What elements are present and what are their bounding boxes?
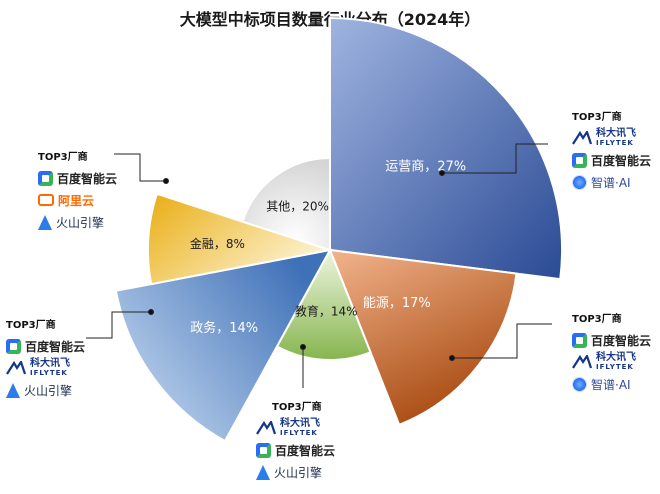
vendor-name: 科大讯飞	[596, 352, 636, 363]
leader-line	[86, 311, 151, 339]
slice-label: 运营商，27%	[385, 160, 466, 175]
vendor-baidu: 百度智能云	[572, 149, 651, 171]
vendor-sub: IFLYTEK	[596, 363, 634, 371]
pie-slice-能源	[328, 248, 518, 427]
baidu-cloud-logo-icon	[572, 332, 587, 348]
leader-dot	[439, 170, 445, 176]
vendors-title: TOP3厂商	[272, 402, 322, 413]
slice-label: 金融，8%	[190, 236, 245, 251]
leader-line	[442, 143, 548, 174]
vendor-zhipu: 智谱·AI	[572, 171, 651, 193]
zhipu-logo-icon	[572, 376, 587, 392]
vendor-name: 百度智能云	[57, 171, 118, 186]
slice-label: 能源，17%	[363, 296, 431, 311]
iflytek-logo-icon	[572, 129, 593, 146]
pie-slice-教育	[275, 247, 372, 362]
vendors-energy: TOP3厂商 百度智能云 科大讯飞 IFLYTEK 智谱·AI	[572, 310, 651, 395]
pie-slice-政务	[114, 248, 332, 443]
volcengine-logo-icon	[256, 464, 270, 480]
vendor-volcengine: 火山引擎	[256, 461, 335, 483]
slice-label: 政务，14%	[190, 320, 258, 336]
vendor-name: 百度智能云	[25, 339, 86, 354]
vendors-title: TOP3厂商	[38, 152, 88, 163]
vendor-baidu: 百度智能云	[572, 329, 651, 351]
vendors-telecom: TOP3厂商 科大讯飞 IFLYTEK 百度智能云 智谱·AI	[572, 108, 651, 193]
baidu-cloud-logo-icon	[38, 170, 53, 186]
vendors-title: TOP3厂商	[572, 112, 622, 123]
leader-line	[452, 323, 552, 359]
vendor-name: 百度智能云	[591, 153, 652, 168]
vendor-baidu: 百度智能云	[38, 167, 117, 189]
vendor-name: 科大讯飞	[596, 128, 636, 139]
vendor-volcengine: 火山引擎	[38, 211, 117, 233]
vendor-name: 火山引擎	[274, 465, 323, 480]
vendor-sub: IFLYTEK	[30, 369, 68, 377]
vendors-finance: TOP3厂商 百度智能云 阿里云 火山引擎	[38, 148, 117, 233]
leader-dot	[449, 355, 455, 361]
leader-dot	[300, 344, 306, 350]
volcengine-logo-icon	[6, 382, 20, 398]
vendor-name: 科大讯飞	[30, 358, 70, 369]
vendor-baidu: 百度智能云	[256, 439, 335, 461]
baidu-cloud-logo-icon	[256, 442, 271, 458]
vendor-iflytek: 科大讯飞 IFLYTEK	[572, 127, 651, 149]
vendor-zhipu: 智谱·AI	[572, 373, 651, 395]
pie-slice-其他	[241, 156, 331, 252]
vendor-name: 智谱·AI	[591, 377, 631, 392]
vendor-sub: IFLYTEK	[596, 139, 634, 147]
pie-slice-运营商	[329, 16, 563, 281]
vendors-government: TOP3厂商 百度智能云 科大讯飞 IFLYTEK 火山引擎	[6, 316, 85, 401]
vendor-name: 智谱·AI	[591, 175, 631, 190]
leader-line	[114, 153, 166, 182]
slice-label: 其他，20%	[266, 199, 329, 213]
pie-slice-金融	[147, 192, 331, 286]
vendor-iflytek: 科大讯飞 IFLYTEK	[6, 357, 85, 379]
vendor-name: 百度智能云	[275, 443, 336, 458]
leader-dot	[148, 309, 154, 315]
vendors-title: TOP3厂商	[6, 320, 56, 331]
volcengine-logo-icon	[38, 214, 52, 230]
iflytek-logo-icon	[572, 353, 593, 370]
baidu-cloud-logo-icon	[6, 338, 21, 354]
zhipu-logo-icon	[572, 174, 587, 190]
vendors-education: TOP3厂商 科大讯飞 IFLYTEK 百度智能云 火山引擎	[256, 398, 335, 483]
vendor-sub: IFLYTEK	[280, 429, 318, 437]
vendors-title: TOP3厂商	[572, 314, 622, 325]
vendor-volcengine: 火山引擎	[6, 379, 85, 401]
iflytek-logo-icon	[256, 419, 277, 436]
iflytek-logo-icon	[6, 359, 27, 376]
vendor-name: 科大讯飞	[280, 418, 320, 429]
vendor-aliyun: 阿里云	[38, 189, 117, 211]
baidu-cloud-logo-icon	[572, 152, 587, 168]
vendor-name: 火山引擎	[56, 215, 105, 230]
vendor-baidu: 百度智能云	[6, 335, 85, 357]
vendor-name: 阿里云	[58, 193, 95, 208]
vendor-iflytek: 科大讯飞 IFLYTEK	[256, 417, 335, 439]
vendor-name: 百度智能云	[591, 333, 652, 348]
slice-label: 教育，14%	[295, 303, 358, 318]
vendor-iflytek: 科大讯飞 IFLYTEK	[572, 351, 651, 373]
aliyun-logo-icon	[38, 194, 54, 206]
leader-dot	[163, 178, 169, 184]
vendor-name: 火山引擎	[24, 383, 73, 398]
